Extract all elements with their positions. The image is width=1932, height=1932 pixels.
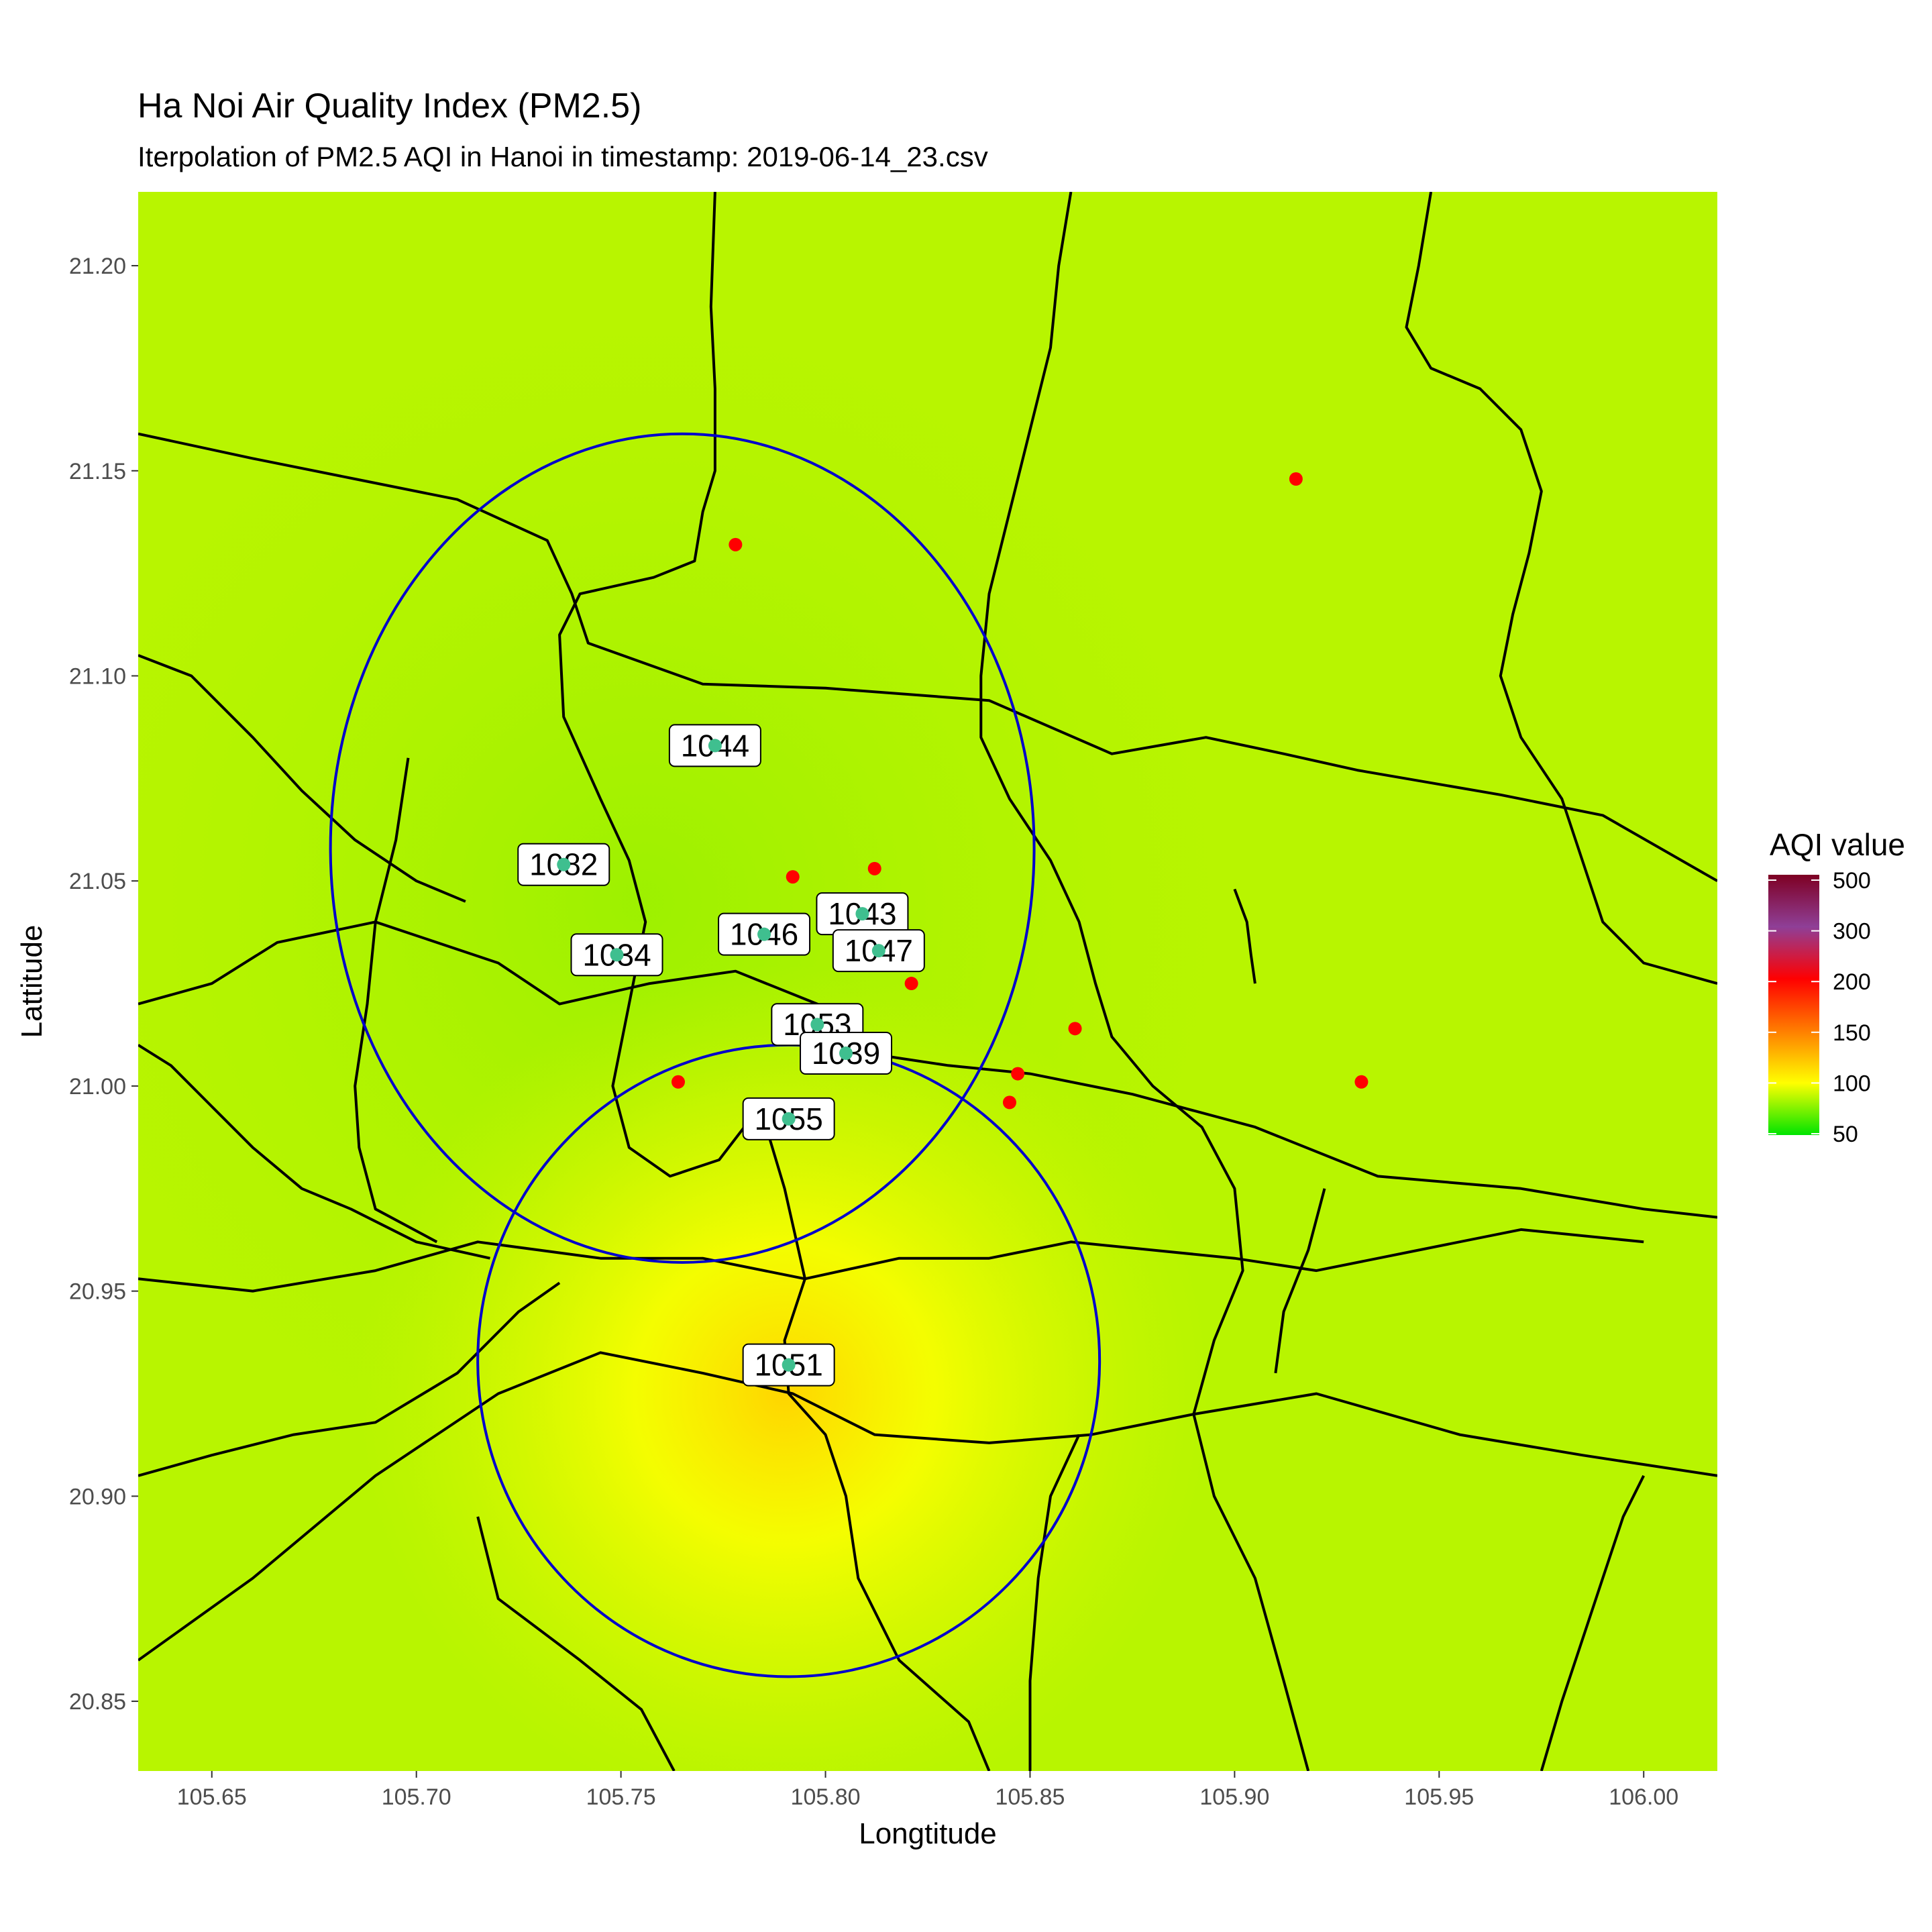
station-marker[interactable]: 1051	[742, 1343, 835, 1387]
y-tick-label: 20.85	[69, 1689, 126, 1715]
x-axis-label: Longtitude	[859, 1817, 997, 1850]
x-tick-label: 105.80	[791, 1784, 861, 1810]
boundary-line	[138, 1351, 1717, 1662]
y-tick-label: 20.95	[69, 1279, 126, 1305]
x-tick-label: 105.85	[995, 1784, 1065, 1810]
x-tick-label: 105.90	[1199, 1784, 1269, 1810]
x-tick-label: 105.70	[382, 1784, 451, 1810]
legend-tick-label: 200	[1833, 969, 1871, 995]
sensor-point[interactable]	[867, 861, 881, 875]
station-point	[757, 927, 771, 941]
legend-title: AQI value	[1770, 827, 1905, 862]
station-labels: 1044108210341046104310471053103910551051	[517, 724, 925, 1387]
legend-tick-label: 500	[1833, 868, 1871, 894]
sensor-point[interactable]	[1002, 1095, 1016, 1110]
chart-title: Ha Noi Air Quality Index (PM2.5)	[138, 87, 642, 125]
y-tick-label: 21.05	[69, 869, 126, 894]
aqi-legend: 500 300 200 150 100 50	[1768, 868, 1871, 1147]
x-tick-label: 106.00	[1609, 1784, 1678, 1810]
y-tick-label: 20.90	[69, 1484, 126, 1509]
legend-tick-label: 50	[1833, 1122, 1858, 1147]
boundary-line	[138, 1228, 1644, 1293]
sensor-point[interactable]	[1011, 1067, 1025, 1081]
sensor-point[interactable]	[1289, 472, 1303, 486]
station-point	[557, 857, 571, 871]
station-marker[interactable]: 1046	[718, 912, 811, 956]
sensor-point[interactable]	[1354, 1075, 1368, 1089]
boundary-line	[1405, 192, 1717, 985]
y-tick-label: 21.10	[69, 663, 126, 689]
station-point	[610, 948, 624, 962]
y-tick-label: 21.20	[69, 254, 126, 279]
boundary-line	[1233, 888, 1256, 984]
x-tick-label: 105.65	[177, 1784, 247, 1810]
station-point	[708, 739, 722, 753]
boundary-line	[138, 1281, 561, 1477]
station-point	[810, 1018, 824, 1032]
boundary-line	[138, 1044, 490, 1260]
boundary-line	[138, 432, 1717, 882]
high-aqi-zone	[355, 964, 1214, 1771]
district-boundaries	[138, 192, 1717, 1771]
chart-subtitle: Iterpolation of PM2.5 AQI in Hanoi in ti…	[138, 141, 988, 172]
station-marker[interactable]: 1034	[570, 933, 663, 977]
boundary-line	[558, 192, 991, 1771]
sensor-point[interactable]	[786, 870, 800, 884]
legend-colorbar	[1768, 875, 1819, 1135]
y-tick-label: 21.00	[69, 1074, 126, 1099]
boundary-line	[979, 192, 1310, 1771]
legend-ticks: 500 300 200 150 100 50	[1768, 868, 1871, 1147]
x-tick-label: 105.75	[586, 1784, 656, 1810]
boundary-line	[138, 654, 466, 903]
station-point	[782, 1358, 796, 1372]
boundary-line	[476, 1516, 676, 1771]
sensor-point[interactable]	[904, 977, 918, 991]
sensor-point[interactable]	[671, 1075, 685, 1089]
station-marker[interactable]: 1055	[742, 1097, 835, 1140]
boundary-line	[354, 757, 438, 1244]
boundary-line	[1540, 1474, 1645, 1771]
legend-tick-label: 300	[1833, 919, 1871, 945]
station-point	[782, 1112, 796, 1126]
station-marker[interactable]: 1039	[800, 1032, 893, 1075]
y-axis-label: Lattitude	[15, 925, 48, 1038]
legend-tick-label: 150	[1833, 1020, 1871, 1046]
coverage-circle	[329, 432, 1036, 1264]
boundary-line	[1028, 1434, 1081, 1771]
station-marker[interactable]: 1044	[668, 724, 761, 767]
station-point	[839, 1046, 853, 1060]
station-marker[interactable]: 1043	[816, 892, 909, 936]
sensor-point[interactable]	[729, 537, 743, 551]
y-tick-label: 21.15	[69, 459, 126, 484]
x-tick-label: 105.95	[1404, 1784, 1474, 1810]
station-point	[871, 944, 885, 958]
sensor-point[interactable]	[1068, 1022, 1082, 1036]
x-axis: 105.65 105.70 105.75 105.80 105.85 105.90 105.…	[177, 1771, 1678, 1810]
station-marker[interactable]: 1047	[832, 929, 925, 973]
plot-area: 1044108210341046104310471053103910551051	[138, 192, 1717, 1771]
y-axis: 21.20 21.15 21.10 21.05 21.00 20.95 20.90 20.85	[69, 254, 138, 1715]
legend-tick-label: 100	[1833, 1071, 1871, 1096]
station-marker[interactable]: 1082	[517, 843, 610, 886]
station-point	[855, 907, 869, 921]
boundary-line	[1274, 1188, 1326, 1374]
